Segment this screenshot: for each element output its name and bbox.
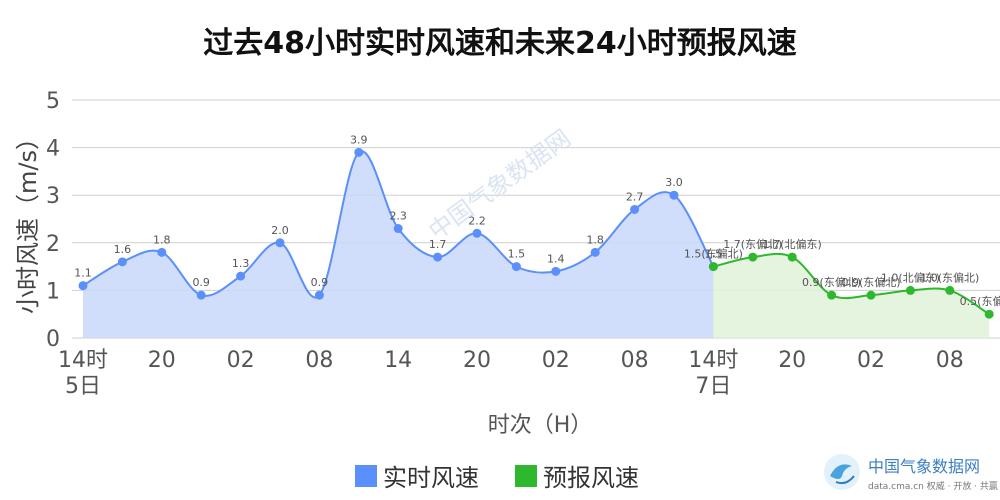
- x-tick-label: 14: [384, 348, 412, 373]
- x-tick-label: 08: [621, 348, 649, 373]
- realtime-data-label: 1.8: [153, 233, 171, 246]
- realtime-data-label: 1.5: [705, 248, 723, 261]
- realtime-point: [669, 190, 679, 200]
- logo-sub-text: data.cma.cn 权威 · 开放 · 共赢: [868, 481, 998, 492]
- chart-title: 过去48小时实时风速和未来24小时预报风速: [203, 26, 797, 61]
- realtime-data-label: 1.3: [232, 257, 250, 270]
- realtime-data-label: 1.5: [508, 248, 526, 261]
- forecast-data-label: 1.0(东偏北): [920, 270, 979, 284]
- realtime-data-label: 1.7: [429, 238, 447, 251]
- forecast-point: [945, 285, 955, 295]
- y-tick-label: 0: [46, 327, 60, 352]
- legend-item-realtime[interactable]: 实时风速: [355, 458, 479, 493]
- y-tick-label: 4: [46, 137, 60, 162]
- realtime-data-label: 2.7: [626, 190, 644, 203]
- forecast-point: [905, 285, 915, 295]
- x-tick-label: 20: [778, 348, 806, 373]
- realtime-data-label: 1.4: [547, 252, 565, 265]
- realtime-data-label: 1.6: [114, 243, 132, 256]
- x-axis-label: 时次（H）: [488, 413, 593, 438]
- forecast-data-label: 1.7(北偏东): [763, 237, 822, 251]
- realtime-point: [511, 262, 521, 272]
- legend-item-forecast[interactable]: 预报风速: [515, 458, 639, 493]
- forecast-data-label: 0.9(东偏北): [802, 275, 861, 289]
- realtime-point: [551, 266, 561, 276]
- cma-logo[interactable]: 中国气象数据网 data.cma.cn 权威 · 开放 · 共赢: [822, 452, 998, 492]
- legend-swatch-forecast: [515, 464, 537, 487]
- legend-label-realtime: 实时风速: [383, 464, 479, 492]
- realtime-data-label: 3.9: [350, 133, 368, 146]
- x-tick-label: 08: [936, 348, 964, 373]
- x-tick-sublabel: 5日: [65, 374, 101, 399]
- x-tick-sublabel: 7日: [695, 374, 731, 399]
- x-tick-label: 02: [542, 348, 570, 373]
- realtime-data-label: 2.3: [389, 210, 407, 223]
- forecast-data-label: 1.7(东偏北): [723, 237, 782, 251]
- realtime-point: [354, 147, 364, 157]
- forecast-data-label: 0.9(东偏北): [841, 275, 900, 289]
- legend: 实时风速 预报风速: [355, 458, 639, 493]
- legend-swatch-realtime: [355, 464, 377, 487]
- realtime-data-label: 3.0: [665, 176, 683, 189]
- forecast-point: [866, 290, 876, 300]
- realtime-point: [472, 228, 482, 238]
- realtime-point: [117, 257, 127, 267]
- x-tick-label: 20: [148, 348, 176, 373]
- realtime-point: [590, 247, 600, 257]
- x-tick-label: 02: [227, 348, 255, 373]
- x-tick-label: 02: [857, 348, 885, 373]
- legend-label-forecast: 预报风速: [543, 464, 639, 492]
- realtime-data-label: 1.1: [74, 267, 92, 280]
- realtime-data-label: 0.9: [311, 276, 329, 289]
- x-tick-label: 08: [305, 348, 333, 373]
- realtime-point: [630, 204, 640, 214]
- cma-logo-icon: [822, 452, 862, 492]
- realtime-data-label: 0.9: [192, 276, 210, 289]
- forecast-point: [708, 262, 718, 272]
- y-tick-label: 3: [46, 184, 60, 209]
- x-tick-label: 20: [463, 348, 491, 373]
- y-tick-label: 1: [46, 279, 60, 304]
- realtime-area: [83, 151, 714, 338]
- realtime-data-label: 2.2: [468, 214, 486, 227]
- forecast-data-label: 1.0(北偏东): [881, 270, 940, 284]
- realtime-point: [275, 238, 285, 248]
- forecast-point: [827, 290, 837, 300]
- forecast-area: [713, 253, 990, 338]
- realtime-point: [393, 224, 403, 234]
- forecast-data-label: 1.5(东偏北): [684, 247, 743, 261]
- forecast-data-label: 0.5(东偏北): [960, 294, 1000, 308]
- realtime-point: [314, 290, 324, 300]
- y-tick-label: 5: [46, 89, 60, 114]
- x-tick-label: 14时: [688, 348, 738, 373]
- realtime-point: [236, 271, 246, 281]
- forecast-point: [748, 252, 758, 262]
- forecast-point: [787, 252, 797, 262]
- realtime-data-label: 1.8: [586, 233, 604, 246]
- logo-main-text: 中国气象数据网: [868, 456, 981, 476]
- realtime-point: [433, 252, 443, 262]
- realtime-point: [157, 247, 167, 257]
- realtime-data-label: 2.0: [271, 224, 289, 237]
- y-tick-label: 2: [46, 232, 60, 257]
- realtime-point: [78, 281, 88, 291]
- realtime-point: [196, 290, 206, 300]
- forecast-point: [984, 309, 994, 319]
- x-tick-label: 14时: [58, 348, 108, 373]
- y-axis-label: 小时风速（m/s）: [14, 126, 42, 314]
